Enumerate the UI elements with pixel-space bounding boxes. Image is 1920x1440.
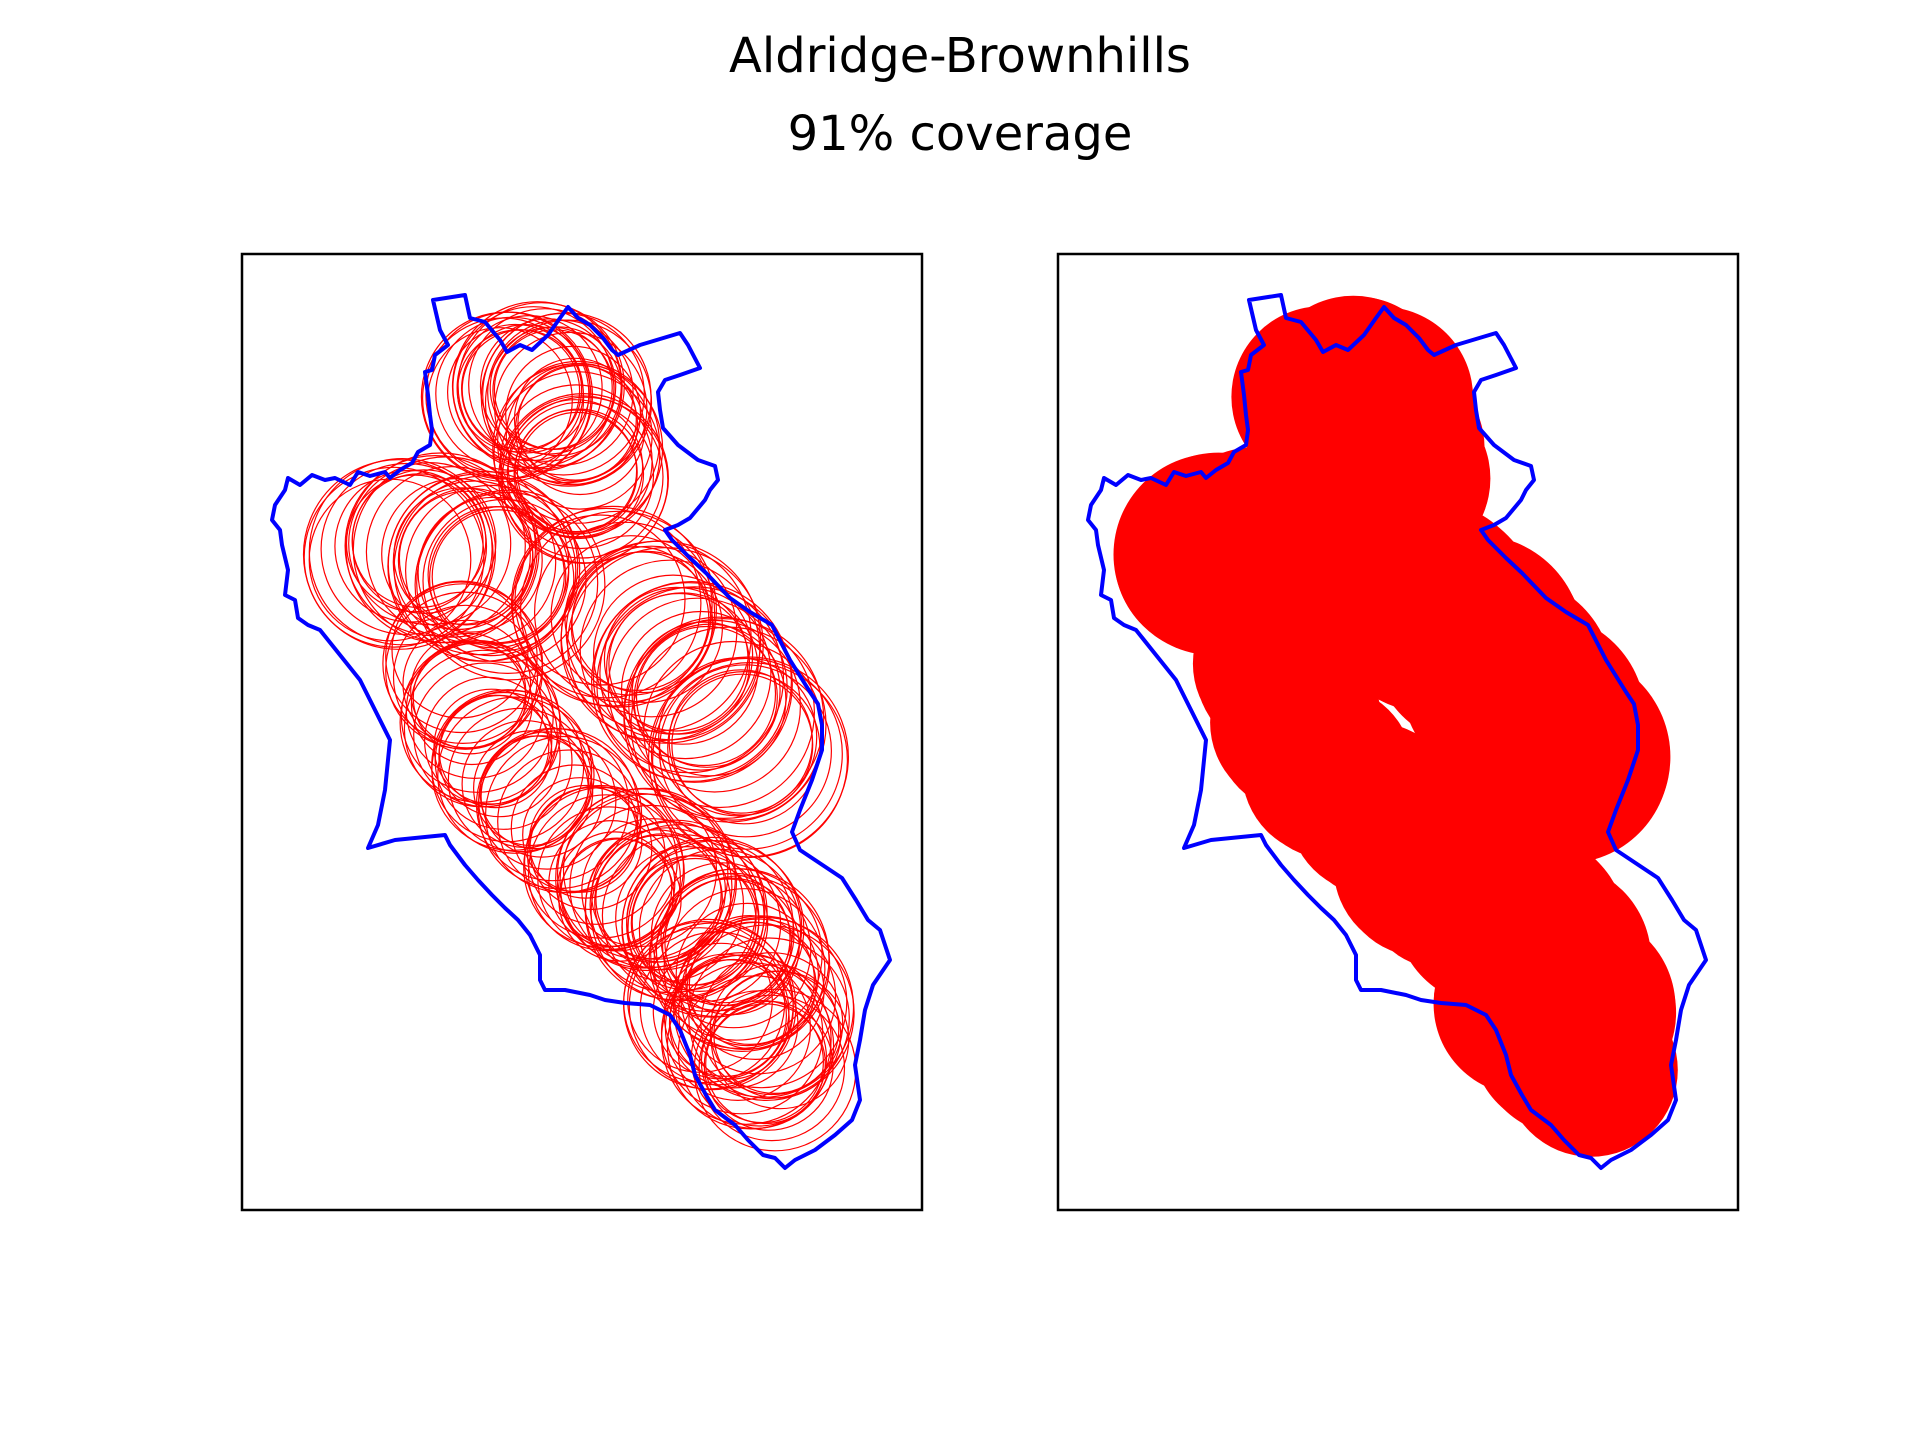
coverage-circle-outline bbox=[484, 319, 653, 487]
coverage-circle-outline bbox=[595, 834, 723, 963]
coverage-circle-outline bbox=[414, 489, 606, 681]
coverage-circle-outline bbox=[506, 401, 655, 550]
figure-title: Aldridge-Brownhills bbox=[729, 28, 1191, 84]
coverage-circle-outline bbox=[710, 970, 850, 1110]
coverage-circle-outline bbox=[608, 592, 751, 735]
coverage-circle-outline bbox=[650, 657, 843, 850]
coverage-circle-outline bbox=[703, 1000, 834, 1131]
coverage-circle-outline bbox=[492, 326, 623, 457]
coverage-circle-outline bbox=[623, 617, 825, 819]
coverage-circle-outline bbox=[678, 924, 855, 1101]
coverage-circle-outline bbox=[698, 994, 846, 1142]
coverage-circle-outline bbox=[497, 749, 642, 894]
coverage-circle-outline bbox=[628, 619, 801, 793]
coverage-circle-outline bbox=[405, 484, 577, 657]
coverage-circle-outline bbox=[675, 902, 820, 1047]
coverage-circle-outline bbox=[410, 643, 533, 766]
coverage-circle-outline bbox=[556, 831, 673, 947]
coverage-circle-outline bbox=[653, 875, 831, 1052]
coverage-circle-outline bbox=[537, 806, 681, 951]
coverage-circle-outline bbox=[590, 580, 792, 782]
coverage-circle-outline bbox=[620, 610, 781, 771]
coverage-circle-outline bbox=[513, 408, 645, 540]
coverage-circle-outline bbox=[565, 545, 738, 718]
coverage-circle-outline bbox=[460, 323, 591, 454]
coverage-circle-outline bbox=[457, 302, 625, 470]
coverage-circle-outline bbox=[320, 462, 493, 636]
coverage-circle-outline bbox=[392, 604, 539, 750]
coverage-circle-outline bbox=[385, 580, 538, 734]
coverage-circle-outline bbox=[603, 586, 749, 732]
coverage-circle-outline bbox=[493, 329, 615, 451]
coverage-circle-outline bbox=[666, 962, 835, 1130]
coverage-circle-outline bbox=[429, 506, 575, 652]
coverage-circle-outline bbox=[527, 786, 666, 925]
coverage-circle-outline bbox=[688, 937, 850, 1099]
figure-subtitle: 91% coverage bbox=[787, 106, 1133, 162]
coverage-circle-outline bbox=[438, 694, 561, 818]
coverage-circle-outline bbox=[594, 833, 732, 971]
coverage-circle-outline bbox=[479, 318, 617, 455]
coverage-circle-outline bbox=[391, 581, 529, 719]
coverage-circle-outline bbox=[625, 846, 782, 1003]
coverage-circle-outline bbox=[668, 958, 799, 1089]
coverage-circle-outline bbox=[559, 793, 737, 972]
coverage-circle-outline bbox=[664, 878, 793, 1007]
coverage-circle-outline bbox=[635, 625, 778, 768]
coverage-circle-outline bbox=[663, 888, 826, 1051]
coverage-circle-outline bbox=[393, 475, 581, 662]
coverage-circle-outline bbox=[513, 357, 637, 481]
coverage-circle-outline bbox=[674, 915, 848, 1089]
coverage-circle-outline bbox=[671, 673, 814, 816]
coverage-area-filled bbox=[1113, 295, 1678, 1157]
coverage-circle-outline bbox=[596, 586, 793, 783]
coverage-circle-outline bbox=[589, 827, 745, 982]
coverage-circle-outline bbox=[550, 535, 712, 696]
coverage-circle-outline bbox=[351, 469, 497, 614]
coverage-circle-outline bbox=[302, 459, 494, 650]
coverage-circle-outline bbox=[605, 592, 759, 745]
coverage-circle-outline bbox=[658, 664, 833, 838]
coverage-circle-outline bbox=[627, 927, 773, 1073]
coverage-circle-filled bbox=[1504, 983, 1678, 1157]
coverage-circle-outline bbox=[501, 396, 669, 564]
coverage-circle-outline bbox=[505, 345, 642, 482]
coverage-circle-outline bbox=[398, 490, 534, 626]
coverage-circle-outline bbox=[660, 954, 832, 1125]
map-panel-right bbox=[1056, 252, 1740, 1212]
coverage-circle-outline bbox=[667, 671, 821, 825]
coverage-circle-outline bbox=[480, 735, 604, 858]
map-panel-left bbox=[240, 252, 924, 1212]
coverage-circle-outline bbox=[631, 621, 777, 767]
coverage-circle-outline bbox=[560, 540, 762, 742]
coverage-circle-outline bbox=[434, 691, 573, 830]
coverage-circle-outline bbox=[700, 999, 825, 1124]
coverage-circle-outline bbox=[416, 491, 599, 675]
coverage-circle-outline bbox=[516, 411, 638, 533]
coverage-circle-outline bbox=[651, 661, 848, 858]
coverage-circle-outline bbox=[705, 1003, 826, 1125]
coverage-circle-outline bbox=[365, 466, 538, 638]
coverage-circle-outline bbox=[431, 689, 593, 851]
